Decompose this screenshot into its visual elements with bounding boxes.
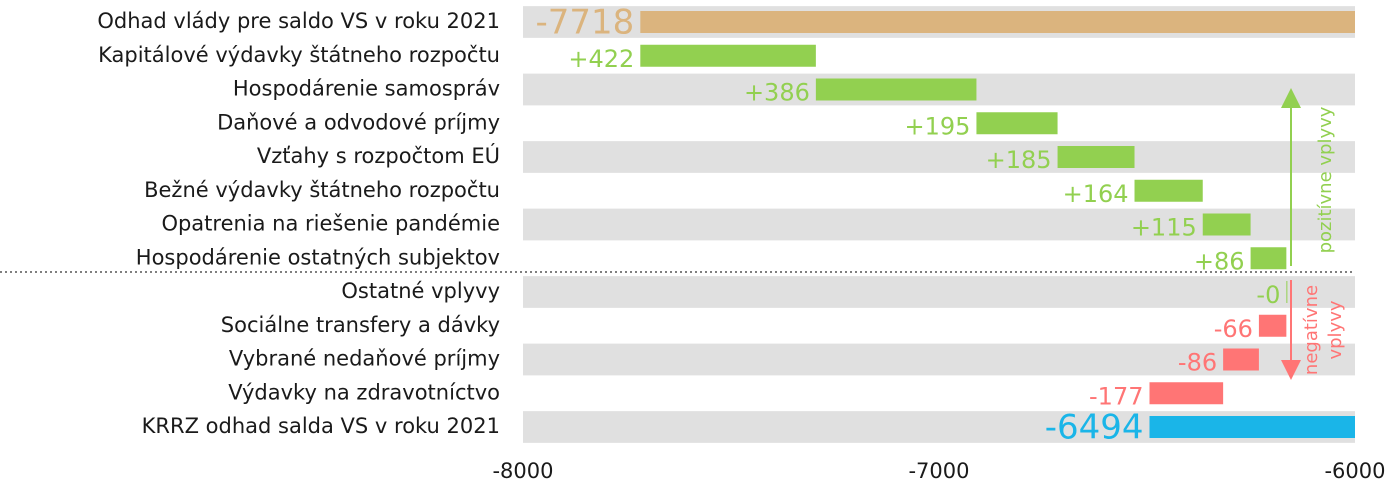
category-label: KRRZ odhad salda VS v roku 2021	[142, 414, 500, 438]
negative-annotation: negatívne	[1301, 285, 1322, 375]
bar	[1258, 314, 1287, 337]
bar	[640, 11, 1355, 33]
value-label: +115	[1131, 214, 1197, 242]
category-label: Daňové a odvodové príjmy	[217, 110, 500, 134]
category-label: Kapitálové výdavky štátneho rozpočtu	[98, 43, 500, 67]
category-label: Vybrané nedaňové príjmy	[229, 347, 500, 371]
plot: Odhad vlády pre saldo VS v roku 2021 Kapi…	[97, 3, 1385, 484]
value-label: +185	[986, 146, 1052, 174]
value-label: -177	[1089, 382, 1143, 410]
value-label: -86	[1178, 349, 1217, 377]
bar	[640, 44, 816, 67]
category-label: Bežné výdavky štátneho rozpočtu	[144, 178, 500, 202]
bar	[1202, 213, 1251, 236]
bar	[1286, 281, 1288, 303]
bar	[1149, 416, 1355, 438]
category-label: Ostatné vplyvy	[341, 279, 500, 303]
row-band	[523, 276, 1355, 308]
category-label: Výdavky na zdravotníctvo	[228, 380, 500, 404]
value-label: +422	[568, 45, 634, 73]
x-tick-label: -8000	[492, 459, 553, 483]
value-label: -6494	[1045, 408, 1144, 448]
x-tick-label: -7000	[908, 459, 969, 483]
value-label: +86	[1194, 247, 1245, 275]
value-label: +195	[905, 112, 971, 140]
value-label: +164	[1063, 180, 1129, 208]
bar	[1250, 247, 1287, 270]
bar	[1134, 179, 1203, 202]
category-label: Opatrenia na riešenie pandémie	[161, 212, 500, 236]
negative-annotation: vplyvy	[1325, 300, 1346, 359]
x-tick-label: -6000	[1324, 459, 1385, 483]
positive-annotation: pozitívne vplyvy	[1315, 106, 1336, 253]
category-label: Hospodárenie ostatných subjektov	[136, 245, 500, 269]
bar	[815, 78, 977, 101]
category-label: Sociálne transfery a dávky	[221, 313, 500, 337]
bar	[976, 112, 1058, 135]
category-label: Vzťahy s rozpočtom EÚ	[257, 143, 500, 168]
row-band	[523, 343, 1355, 376]
category-label: Odhad vlády pre saldo VS v roku 2021	[97, 9, 500, 33]
value-label: -0	[1256, 281, 1280, 309]
bar	[1057, 146, 1135, 168]
bar	[1223, 348, 1259, 371]
bar	[1149, 382, 1224, 405]
value-label: -7718	[536, 3, 635, 43]
value-label: -66	[1214, 315, 1253, 343]
row-band	[523, 141, 1355, 173]
value-label: +386	[744, 79, 810, 107]
category-label: Hospodárenie samospráv	[233, 77, 500, 101]
